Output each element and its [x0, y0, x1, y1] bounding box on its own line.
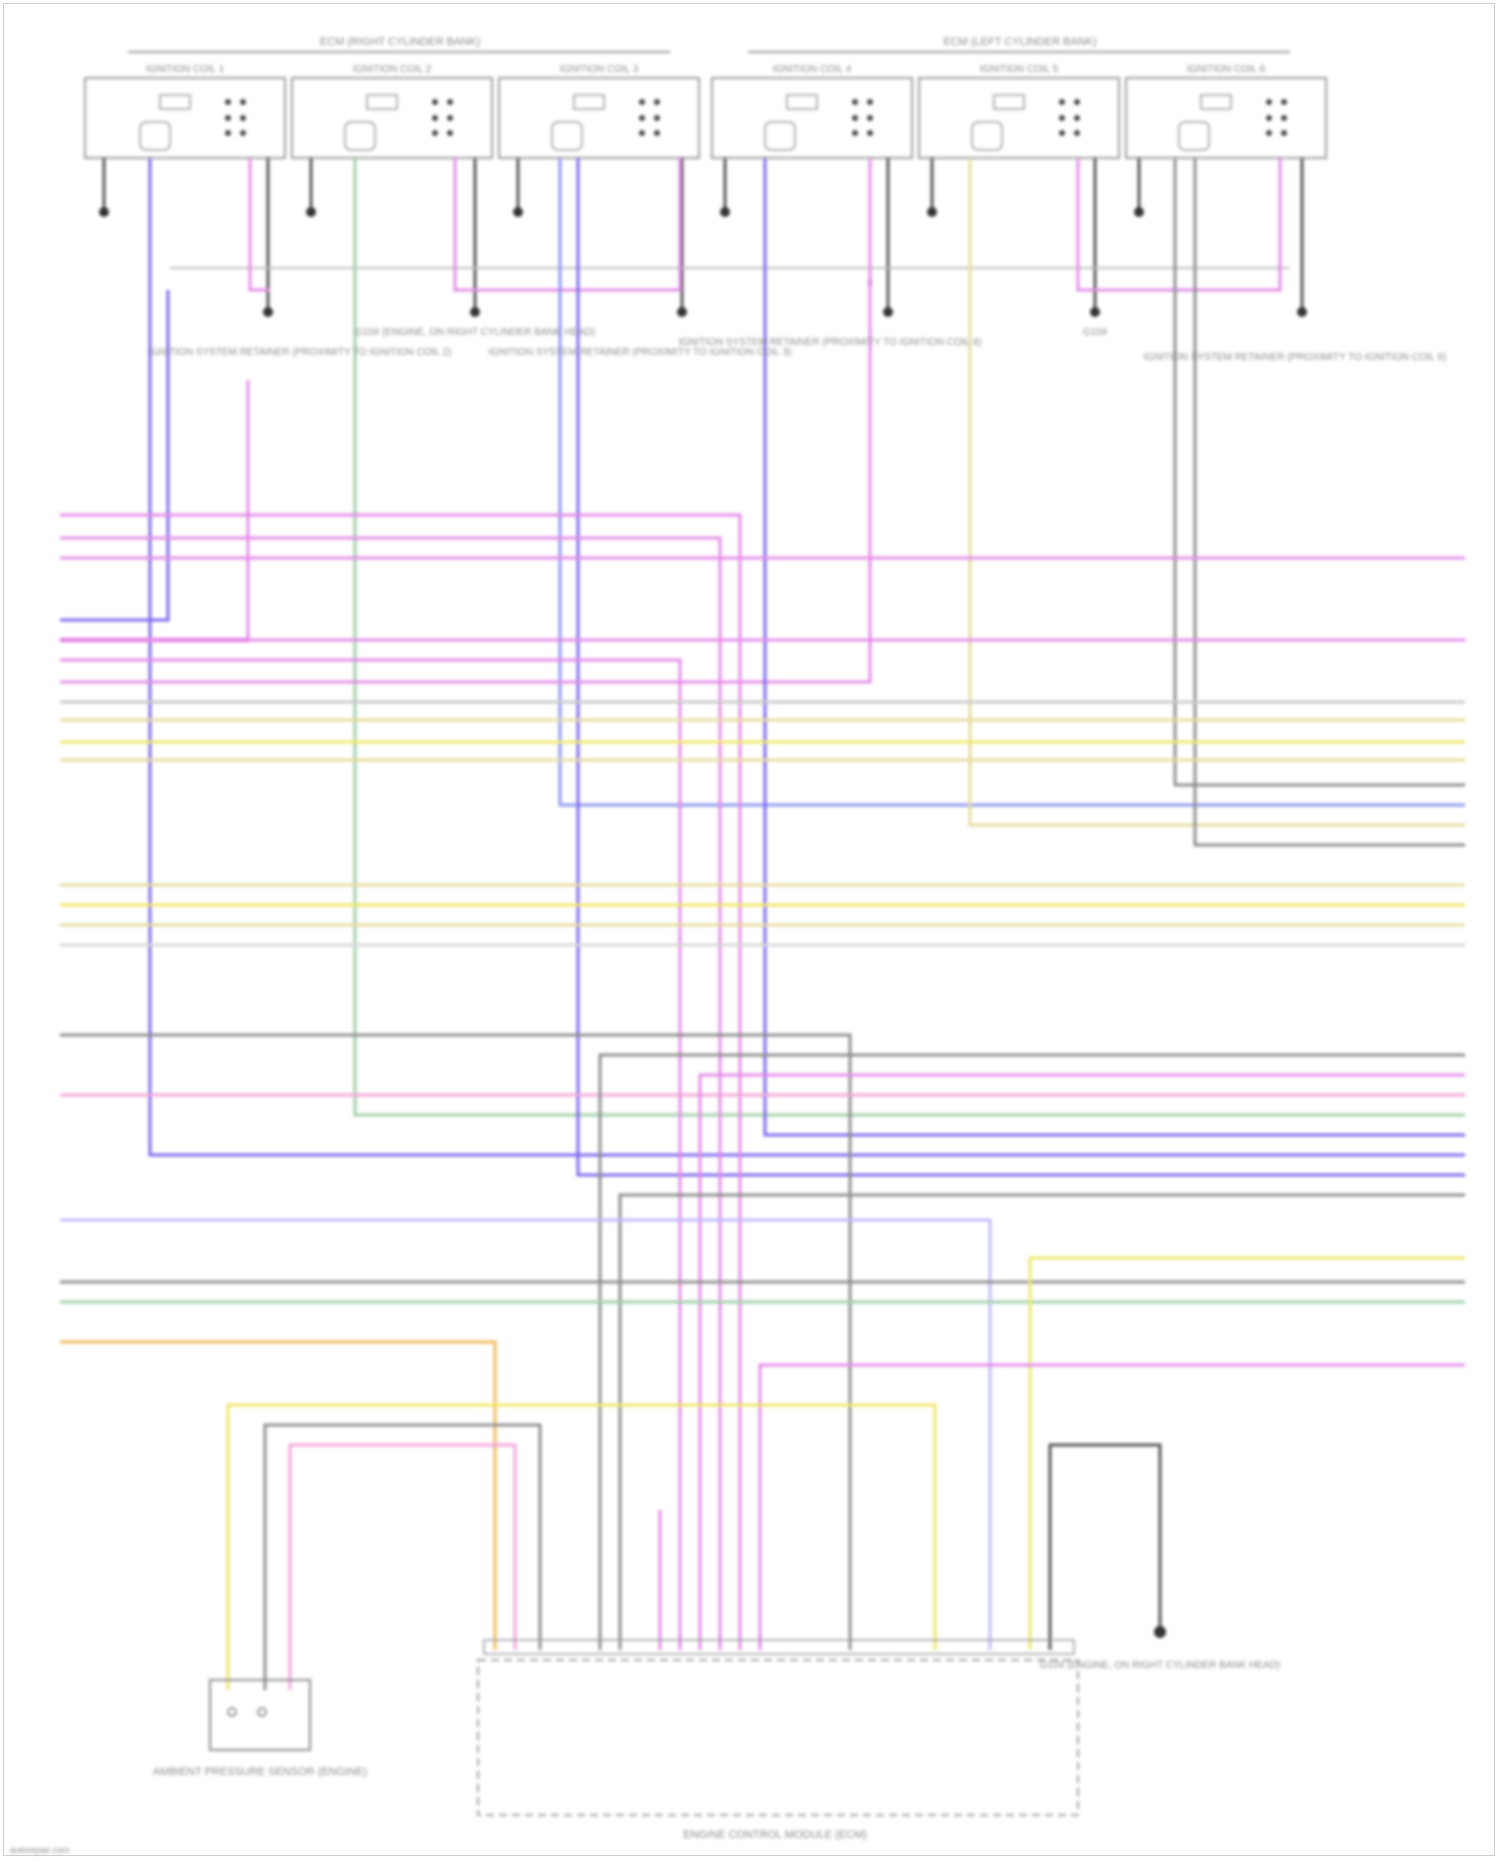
bottom-components: AMBIENT PRESSURE SENSOR (ENGINE) ENGINE …	[153, 1626, 1280, 1841]
bottom-ground: G104 (ENGINE, ON RIGHT CYLINDER BANK HEA…	[1040, 1626, 1280, 1671]
ignition-coil-3: IGNITION COIL 3	[498, 64, 700, 159]
callout-right-splice: IGNITION SYSTEM RETAINER (PROXIMITY TO I…	[1144, 352, 1447, 363]
coil-label: IGNITION COIL 3	[560, 64, 639, 75]
callout-left-splice: IGNITION SYSTEM RETAINER (PROXIMITY TO I…	[149, 347, 452, 358]
diagram-frame	[3, 3, 1495, 1856]
ambient-pressure-sensor: AMBIENT PRESSURE SENSOR (ENGINE)	[153, 1679, 367, 1778]
ignition-coil-2: IGNITION COIL 2	[291, 64, 493, 159]
module-label: ENGINE CONTROL MODULE (ECM)	[683, 1829, 867, 1841]
trunk-wires	[60, 158, 1465, 1177]
ignition-coil-1: IGNITION COIL 1	[84, 64, 286, 159]
coil-drop-wires	[99, 158, 1307, 317]
coil-label: IGNITION COIL 4	[773, 64, 852, 75]
ignition-coil-6: IGNITION COIL 6	[1125, 64, 1327, 159]
coil-label: IGNITION COIL 1	[146, 64, 225, 75]
bank-left-label: ECM (RIGHT CYLINDER BANK)	[320, 36, 481, 48]
coil-label: IGNITION COIL 2	[353, 64, 432, 75]
engine-control-module: ENGINE CONTROL MODULE (ECM)	[477, 1639, 1079, 1841]
ignition-coils: IGNITION COIL 1 IGNITION COIL 2 IGNITION…	[84, 64, 1327, 159]
callouts: IGNITION SYSTEM RETAINER (PROXIMITY TO I…	[149, 327, 1447, 363]
sensor-wires	[226, 1403, 1162, 1690]
ignition-coil-4: IGNITION COIL 4	[711, 64, 913, 159]
sensor-label: AMBIENT PRESSURE SENSOR (ENGINE)	[153, 1766, 367, 1778]
ignition-coil-5: IGNITION COIL 5	[918, 64, 1120, 159]
watermark: autorepair.com	[10, 1845, 70, 1855]
callout-center-splice: IGNITION SYSTEM RETAINER (PROXIMITY TO I…	[489, 347, 792, 358]
bottom-ground-label: G104 (ENGINE, ON RIGHT CYLINDER BANK HEA…	[1040, 1660, 1280, 1671]
callout-right-ground: G104	[1083, 327, 1108, 338]
coil-label: IGNITION COIL 5	[980, 64, 1059, 75]
header: ECM (RIGHT CYLINDER BANK) ECM (LEFT CYLI…	[128, 36, 1290, 53]
callout-left-ground: G104 (ENGINE, ON RIGHT CYLINDER BANK HEA…	[355, 327, 595, 338]
callout-center-right: IGNITION SYSTEM RETAINER (PROXIMITY TO I…	[679, 337, 982, 348]
coil-label: IGNITION COIL 6	[1187, 64, 1266, 75]
bank-right-label: ECM (LEFT CYLINDER BANK)	[943, 36, 1096, 48]
harness-lines	[60, 513, 1465, 1650]
